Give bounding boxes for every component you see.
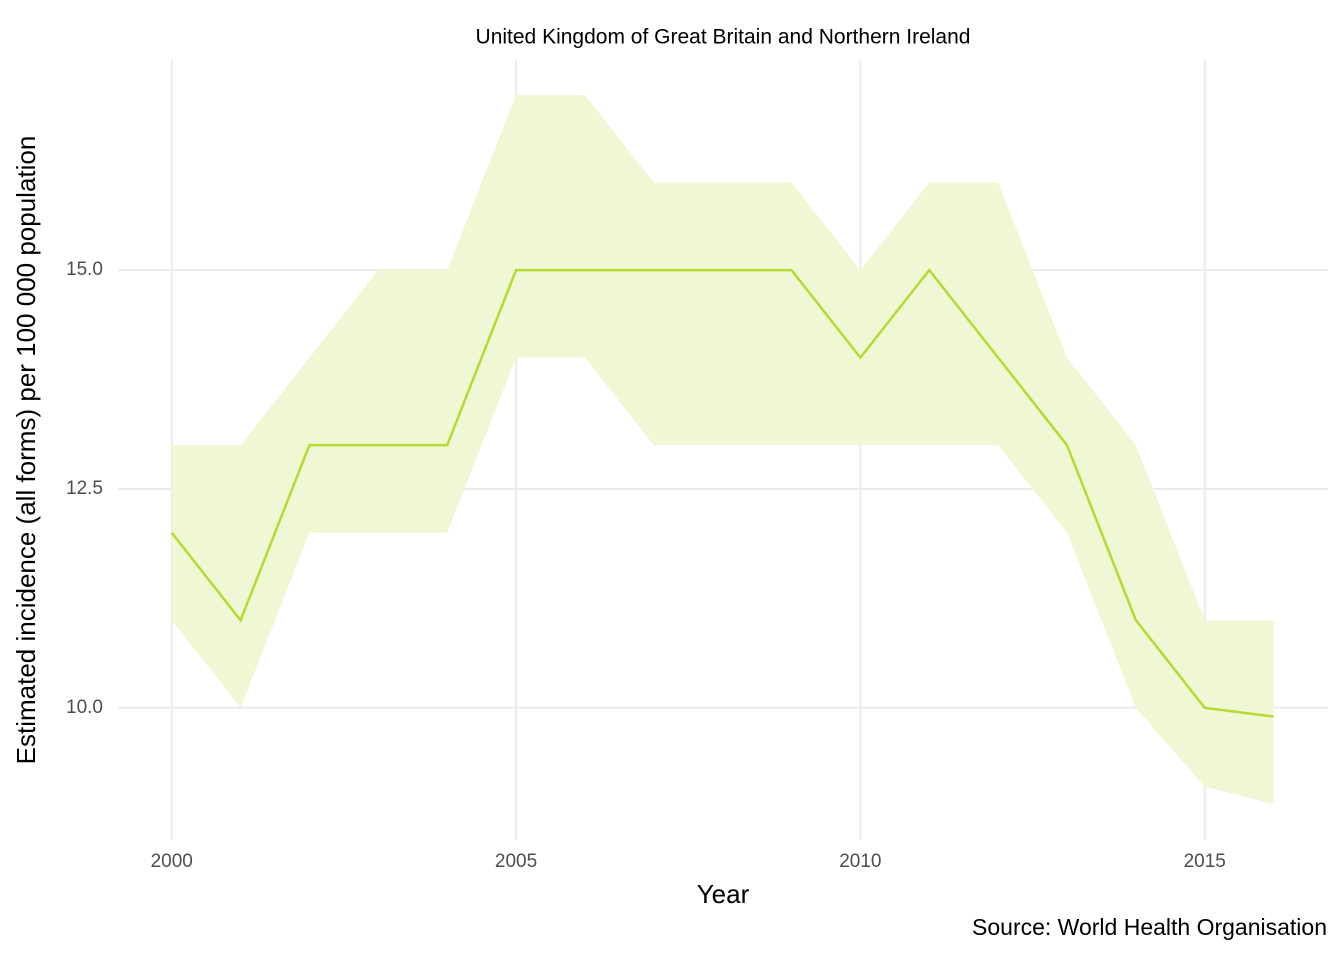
y-axis-title: Estimated incidence (all forms) per 100 …: [11, 136, 41, 765]
x-tick-label: 2010: [839, 851, 881, 872]
y-tick-label: 15.0: [66, 259, 103, 280]
chart-title: United Kingdom of Great Britain and Nort…: [476, 26, 971, 49]
line: [170, 268, 1274, 718]
x-tick-label: 2015: [1184, 851, 1226, 872]
x-tick-label: 2005: [495, 851, 537, 872]
caption: Source: World Health Organisation: [972, 914, 1327, 940]
x-axis-title: Year: [697, 879, 750, 909]
y-tick-label: 12.5: [66, 478, 103, 499]
y-tick-label: 10.0: [66, 697, 103, 718]
x-tick-label: 2000: [151, 851, 193, 872]
ribbon: [171, 95, 1274, 805]
